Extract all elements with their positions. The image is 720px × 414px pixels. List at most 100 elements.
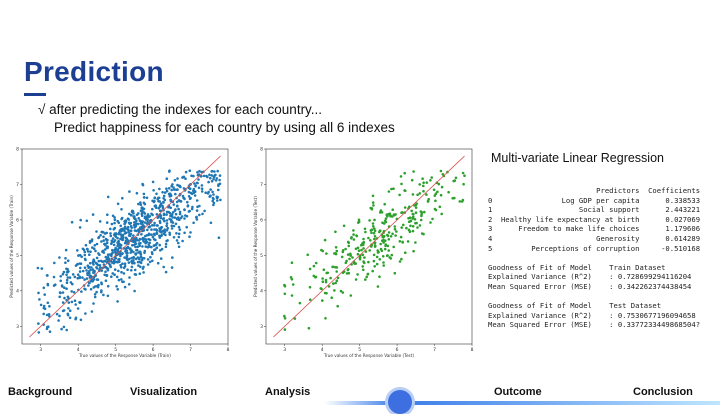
scatter-point bbox=[372, 259, 376, 263]
scatter-point bbox=[65, 273, 68, 277]
scatter-point bbox=[78, 276, 81, 280]
nav-item-background[interactable]: Background bbox=[8, 386, 73, 398]
scatter-point bbox=[78, 301, 82, 304]
scatter-point bbox=[79, 218, 82, 222]
scatter-point bbox=[120, 270, 123, 274]
scatter-point bbox=[156, 261, 160, 265]
scatter-point bbox=[119, 263, 122, 267]
scatter-point bbox=[185, 214, 189, 218]
scatter-point bbox=[130, 269, 133, 272]
scatter-point bbox=[95, 230, 98, 233]
scatter-point bbox=[83, 250, 87, 254]
scatter-point bbox=[105, 273, 109, 277]
scatter-point bbox=[380, 239, 384, 242]
scatter-point bbox=[156, 216, 160, 219]
scatter-point bbox=[173, 178, 177, 182]
scatter-point bbox=[175, 232, 178, 235]
scatter-point bbox=[362, 268, 365, 272]
scatter-point bbox=[72, 291, 76, 294]
scatter-point bbox=[381, 255, 385, 258]
title-underline bbox=[24, 93, 46, 96]
scatter-point bbox=[419, 218, 423, 222]
scatter-point bbox=[133, 229, 137, 232]
scatter-point bbox=[82, 248, 86, 252]
scatter-point bbox=[431, 217, 434, 221]
scatter-point bbox=[207, 180, 210, 184]
scatter-point bbox=[116, 202, 120, 206]
scatter-point bbox=[187, 195, 191, 198]
scatter-point bbox=[127, 231, 130, 234]
scatter-point bbox=[425, 181, 429, 184]
scatter-point bbox=[433, 194, 437, 197]
scatter-point bbox=[453, 196, 456, 200]
scatter-point bbox=[371, 201, 375, 204]
scatter-point bbox=[48, 305, 51, 308]
scatter-point bbox=[408, 216, 412, 219]
scatter-point bbox=[432, 188, 436, 192]
y-tick-label: 7 bbox=[260, 182, 263, 188]
scatter-point bbox=[462, 182, 465, 186]
scatter-point bbox=[100, 281, 103, 284]
scatter-point bbox=[341, 250, 345, 254]
scatter-point bbox=[131, 209, 134, 213]
scatter-point bbox=[371, 222, 375, 225]
scatter-point bbox=[37, 322, 40, 325]
x-tick-label: 4 bbox=[321, 347, 324, 353]
scatter-point bbox=[81, 276, 84, 279]
scatter-point bbox=[134, 245, 137, 249]
scatter-point bbox=[157, 200, 160, 203]
scatter-point bbox=[140, 233, 143, 236]
scatter-point bbox=[37, 291, 40, 295]
scatter-point bbox=[364, 278, 367, 281]
scatter-point bbox=[106, 246, 109, 250]
scatter-point bbox=[113, 226, 117, 230]
scatter-point bbox=[47, 325, 50, 328]
scatter-point bbox=[92, 302, 95, 305]
test-scatter-chart: 3 4 5 6 7 8 3 4 5 6 7 8 True values of the Response … bbox=[253, 147, 474, 359]
scatter-point bbox=[334, 281, 337, 285]
scatter-point bbox=[393, 271, 397, 275]
nav-item-outcome[interactable]: Outcome bbox=[494, 386, 542, 398]
scatter-point bbox=[65, 328, 68, 332]
scatter-point bbox=[289, 276, 293, 279]
scatter-point bbox=[454, 176, 458, 180]
scatter-point bbox=[336, 304, 339, 308]
scatter-point bbox=[116, 248, 120, 251]
scatter-point bbox=[414, 206, 418, 209]
scatter-point bbox=[407, 228, 411, 232]
scatter-point bbox=[151, 180, 155, 184]
nav-item-conclusion[interactable]: Conclusion bbox=[633, 386, 693, 398]
x-tick-label: 3 bbox=[283, 347, 286, 353]
nav-item-visualization[interactable]: Visualization bbox=[130, 386, 198, 398]
scatter-point bbox=[139, 261, 143, 265]
scatter-point bbox=[202, 174, 206, 178]
scatter-point bbox=[62, 325, 66, 329]
scatter-point bbox=[130, 265, 134, 269]
scatter-point bbox=[100, 269, 103, 272]
scatter-point bbox=[412, 212, 415, 216]
scatter-point bbox=[95, 267, 99, 270]
scatter-point bbox=[331, 265, 335, 269]
nav-item-analysis[interactable]: Analysis bbox=[265, 386, 311, 398]
scatter-point bbox=[382, 241, 385, 244]
scatter-point bbox=[132, 234, 135, 237]
scatter-point bbox=[200, 170, 203, 174]
scatter-point bbox=[391, 232, 394, 236]
scatter-point bbox=[85, 247, 89, 251]
scatter-point bbox=[95, 290, 98, 294]
scatter-point bbox=[177, 235, 181, 239]
scatter-point bbox=[76, 273, 80, 276]
scatter-point bbox=[382, 236, 385, 239]
scatter-point bbox=[104, 237, 108, 241]
scatter-point bbox=[140, 258, 144, 262]
scatter-point bbox=[86, 271, 89, 275]
scatter-point bbox=[380, 211, 384, 214]
scatter-point bbox=[386, 244, 390, 248]
scatter-point bbox=[58, 314, 61, 318]
scatter-point bbox=[290, 261, 294, 264]
scatter-point bbox=[372, 253, 376, 257]
scatter-point bbox=[335, 270, 338, 273]
scatter-point bbox=[364, 230, 367, 234]
scatter-point bbox=[356, 273, 359, 276]
scatter-point bbox=[80, 290, 83, 293]
